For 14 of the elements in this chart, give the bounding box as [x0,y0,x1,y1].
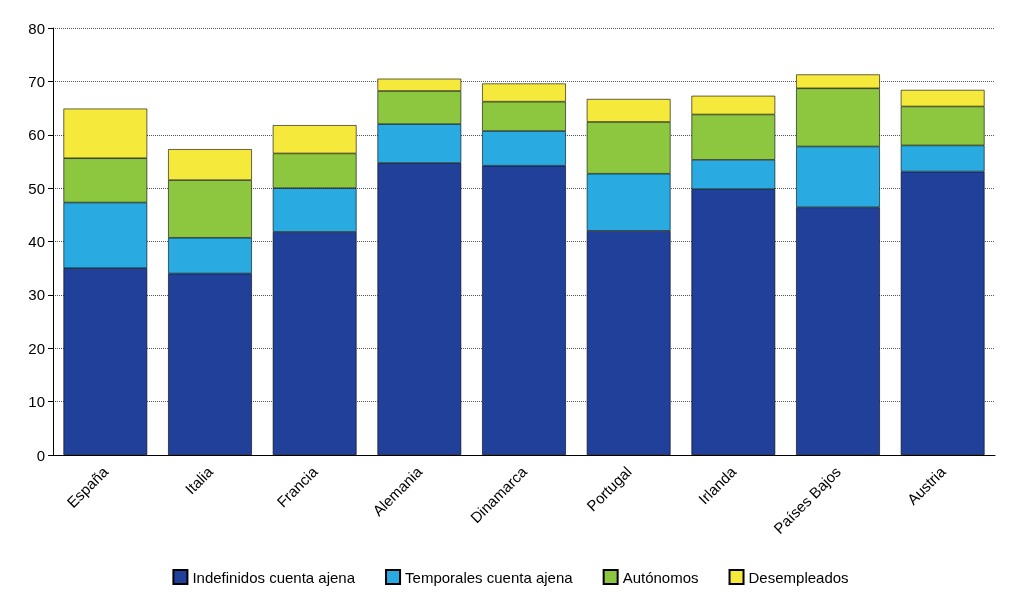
y-tick-label: 0 [36,446,45,464]
legend-label: Desempleados [748,568,849,586]
x-tick-label: Italia [181,462,217,498]
legend-label: Autónomos [622,568,699,586]
y-tick-label: 30 [28,286,45,304]
legend-label: Temporales cuenta ajena [405,568,574,586]
legend-label: Indefinidos cuenta ajena [192,568,356,586]
y-tick-label: 80 [28,19,45,37]
y-tick-label: 70 [28,72,45,90]
y-tick-label: 50 [28,179,45,197]
y-tick-label: 40 [28,233,45,250]
y-tick-label: 20 [28,339,45,357]
y-tick-label: 60 [28,126,45,144]
y-tick-label: 10 [28,393,45,411]
